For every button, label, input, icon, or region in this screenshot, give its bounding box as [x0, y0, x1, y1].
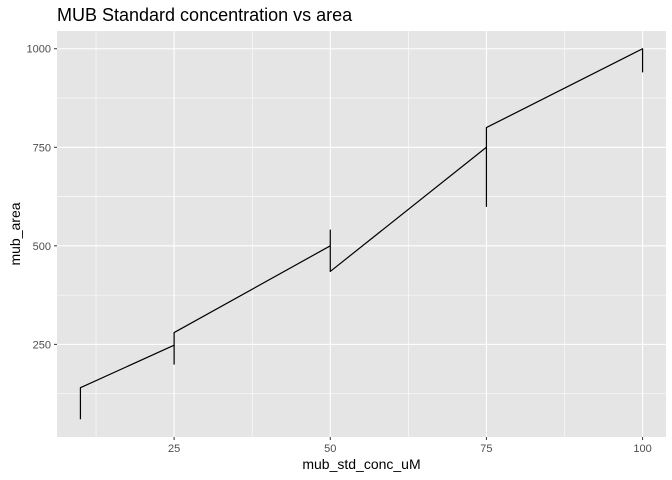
- major-gridlines: [57, 31, 666, 437]
- x-tick-label: 100: [633, 443, 651, 455]
- y-axis: 250 500 750 1000: [27, 44, 57, 351]
- x-tick-label: 50: [324, 443, 336, 455]
- x-axis: 25 50 75 100: [168, 437, 652, 455]
- y-axis-title: mub_area: [7, 202, 23, 265]
- x-tick-label: 25: [168, 443, 180, 455]
- y-tick-label: 250: [33, 339, 51, 351]
- plot-panel: [57, 31, 666, 437]
- chart-title: MUB Standard concentration vs area: [57, 5, 353, 25]
- y-tick-label: 750: [33, 142, 51, 154]
- data-series: [79, 48, 644, 420]
- x-tick-label: 75: [480, 443, 492, 455]
- y-tick-label: 1000: [27, 44, 51, 56]
- minor-gridlines: [57, 31, 666, 437]
- x-axis-title: mub_std_conc_uM: [302, 456, 420, 472]
- series-line: [79, 48, 644, 420]
- y-tick-label: 500: [33, 241, 51, 253]
